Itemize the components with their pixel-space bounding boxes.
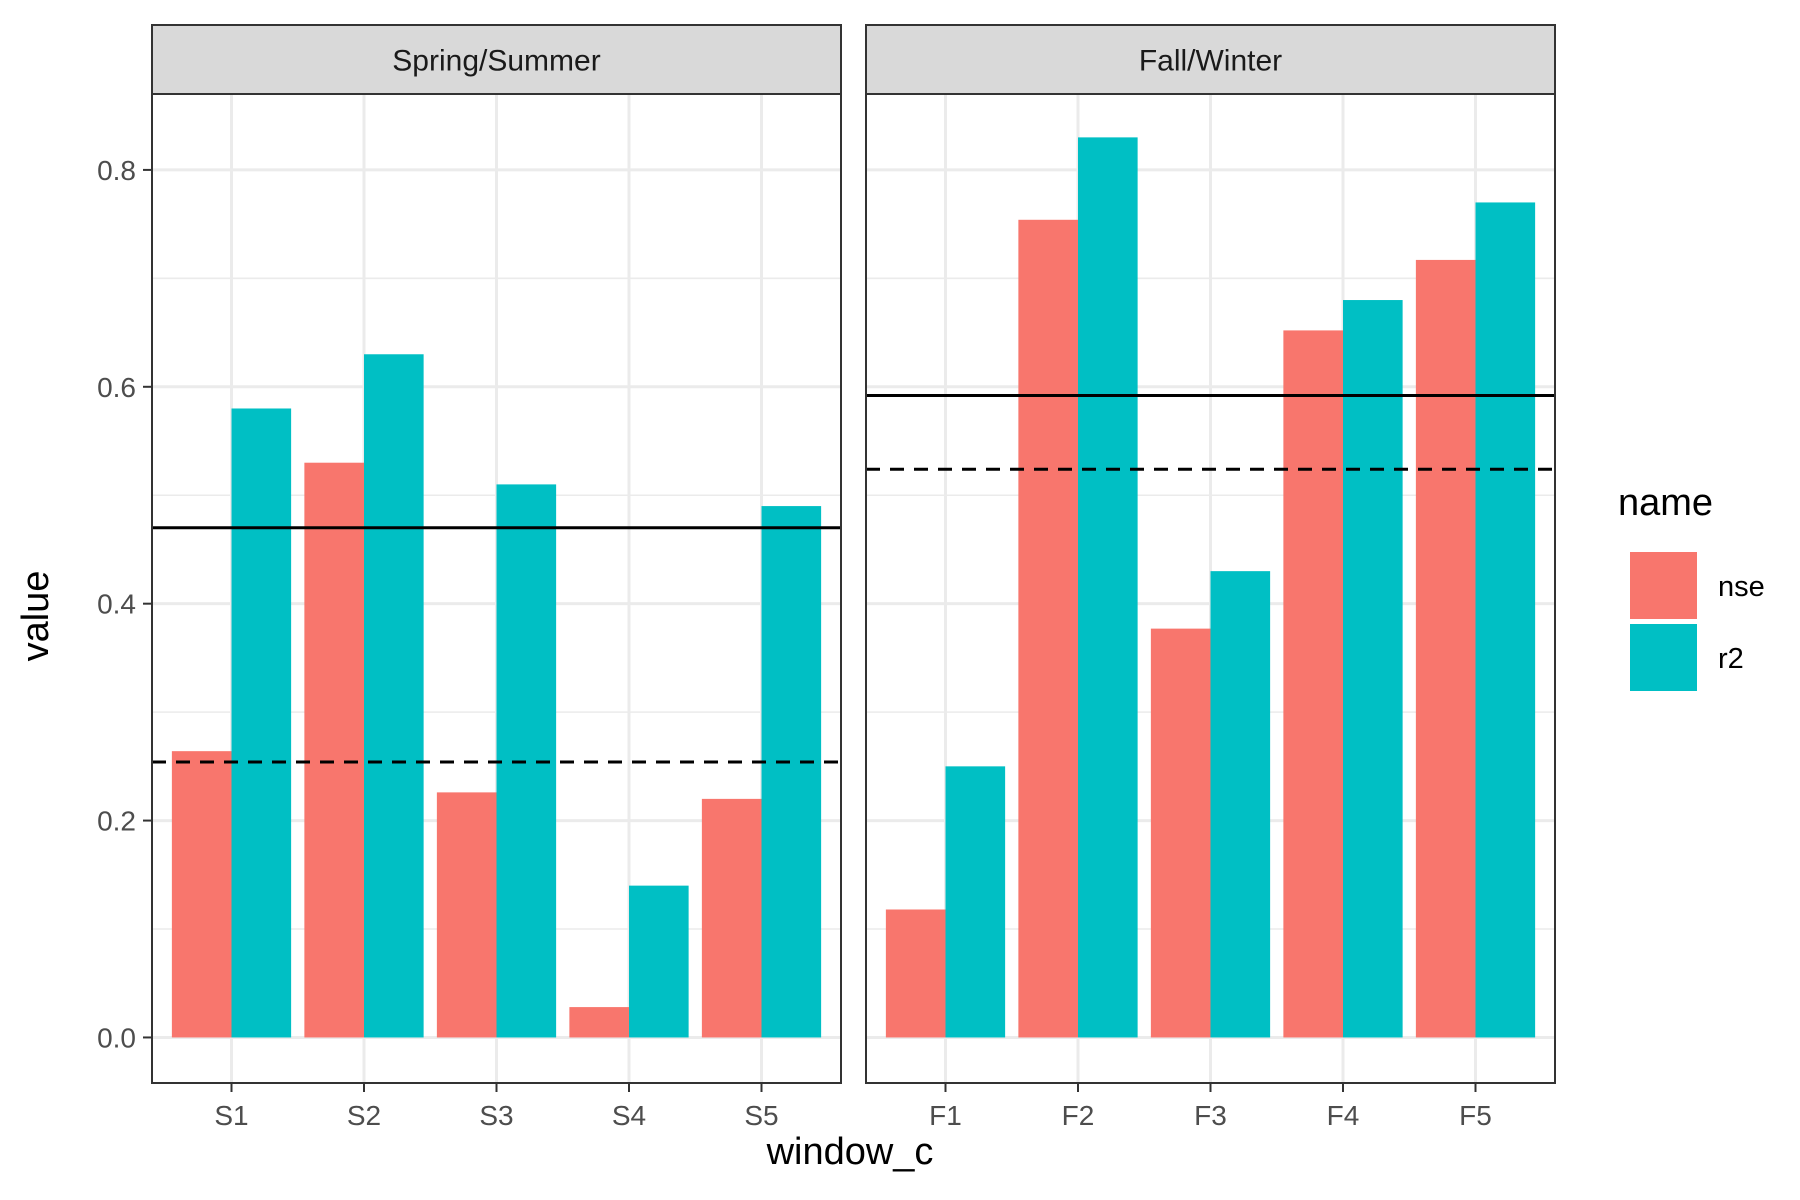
bar-nse-F1	[885, 909, 946, 1038]
y-axis-title: value	[15, 571, 57, 662]
x-axis-title: window_c	[766, 1131, 934, 1173]
x-tick-label: F5	[1459, 1100, 1492, 1131]
strip-label: Spring/Summer	[392, 45, 600, 78]
x-tick-label: S4	[612, 1100, 646, 1131]
bar-r2-S1	[231, 408, 292, 1038]
bar-nse-F2	[1018, 219, 1078, 1038]
y-tick-label: 0.8	[97, 155, 136, 186]
bar-nse-S5	[701, 798, 762, 1038]
bar-r2-F1	[945, 766, 1006, 1038]
x-tick-label: S5	[744, 1100, 778, 1131]
panels-layer: Spring/Summer S1 S2 S3 S4 S5 Fall/Winter F1 F2 F3…	[151, 24, 1556, 1131]
x-tick-label: S1	[214, 1100, 248, 1131]
x-tick-label: F4	[1327, 1100, 1360, 1131]
bar-nse-S3	[436, 792, 497, 1038]
legend-title: name	[1618, 482, 1713, 524]
x-tick-label: S3	[479, 1100, 513, 1131]
bar-r2-F3	[1210, 571, 1271, 1038]
legend-key-nse	[1630, 552, 1697, 619]
legend: name nse r2	[1618, 482, 1765, 691]
x-tick-label: S2	[347, 1100, 381, 1131]
x-tick-label: F2	[1062, 1100, 1095, 1131]
bar-nse-S1	[171, 751, 232, 1038]
bar-r2-F2	[1078, 137, 1138, 1038]
strip-background	[865, 24, 1556, 95]
bar-r2-F5	[1475, 202, 1536, 1038]
x-tick-label: F3	[1194, 1100, 1227, 1131]
y-tick-label: 0.0	[97, 1022, 136, 1053]
bar-nse-F4	[1283, 330, 1343, 1038]
bar-r2-S5	[761, 506, 822, 1038]
y-tick-label: 0.6	[97, 372, 136, 403]
legend-label-nse: nse	[1718, 571, 1765, 603]
y-tick-label: 0.2	[97, 806, 136, 837]
panel-1: Spring/Summer S1 S2 S3 S4 S5	[151, 24, 842, 1131]
y-axis: 0.0 0.2 0.4 0.6 0.8	[97, 155, 152, 1053]
panel-2: Fall/Winter F1 F2 F3 F4 F5	[865, 24, 1556, 1131]
strip-background	[151, 24, 842, 95]
bar-r2-S4	[629, 885, 689, 1038]
bar-r2-F4	[1343, 300, 1403, 1038]
bar-nse-F5	[1415, 259, 1476, 1038]
legend-label-r2: r2	[1718, 643, 1744, 675]
bar-nse-S2	[304, 462, 364, 1038]
bar-nse-F3	[1150, 628, 1211, 1038]
legend-key-r2	[1630, 624, 1697, 691]
bar-r2-S2	[364, 354, 424, 1038]
x-tick-label: F1	[929, 1100, 962, 1131]
y-tick-label: 0.4	[97, 589, 136, 620]
bar-nse-S4	[569, 1007, 629, 1038]
strip-label: Fall/Winter	[1139, 45, 1282, 78]
